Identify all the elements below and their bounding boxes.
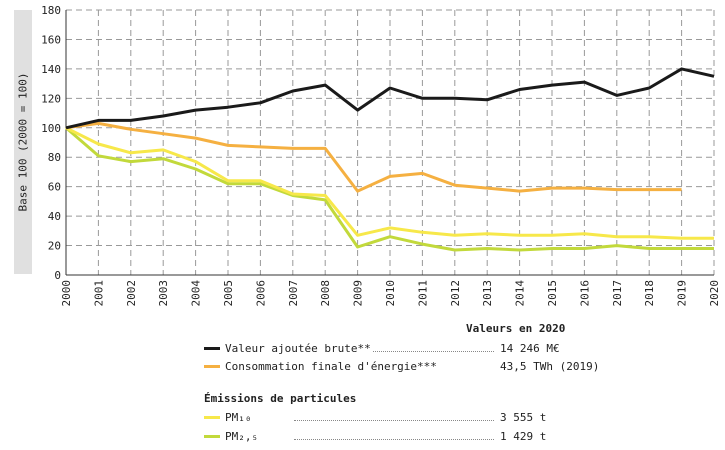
- legend-item-pm10: PM₁₀ 3 555 t: [204, 411, 584, 425]
- y-tick-label: 100: [41, 122, 61, 135]
- x-tick-label: 2004: [190, 280, 203, 307]
- y-tick-label: 180: [41, 4, 61, 17]
- legend-value: 3 555 t: [500, 411, 547, 424]
- legend-header: Valeurs en 2020: [466, 322, 566, 335]
- series-line: [65, 67, 715, 130]
- line-chart: 0 20 40 60 80 100 120 140 160 180 2000 2001 2002 2003…: [41, 4, 721, 307]
- y-tick-label: 80: [48, 151, 61, 164]
- x-tick-label: 2005: [222, 280, 235, 307]
- x-tick-label: 2011: [416, 280, 429, 307]
- y-tick-label: 120: [41, 92, 61, 105]
- legend-swatch: [204, 347, 220, 350]
- x-tick-label: 2012: [449, 280, 462, 307]
- x-tick-label: 2001: [92, 280, 105, 307]
- series-line: [65, 121, 682, 193]
- y-tick-label: 40: [48, 210, 61, 223]
- series-line: [65, 126, 714, 240]
- y-axis-label: Base 100 (2000 = 100): [16, 72, 30, 212]
- x-tick-label: 2020: [708, 280, 721, 307]
- legend-dots: [294, 351, 494, 352]
- legend-label: PM₂,₅: [225, 430, 261, 443]
- x-tick-label: 2002: [125, 280, 138, 307]
- legend-label: Valeur ajoutée brute**: [225, 342, 373, 355]
- legend-item-value-added: Valeur ajoutée brute** 14 246 M€: [204, 342, 584, 356]
- x-tick-label: 2003: [157, 280, 170, 307]
- y-tick-label: 20: [48, 240, 61, 253]
- x-tick-label: 2009: [352, 280, 365, 307]
- y-tick-label: 60: [48, 181, 61, 194]
- y-tick-label: 140: [41, 63, 61, 76]
- legend-value: 14 246 M€: [500, 342, 560, 355]
- legend-dots: [294, 439, 494, 440]
- series-line: [65, 126, 714, 252]
- legend-label: Consommation finale d'énergie***: [225, 360, 439, 373]
- y-axis-label-box: [14, 10, 32, 274]
- x-tick-label: 2018: [643, 280, 656, 307]
- legend-item-pm25: PM₂,₅ 1 429 t: [204, 430, 584, 444]
- legend-value: 43,5 TWh (2019): [500, 360, 600, 373]
- legend-value: 1 429 t: [500, 430, 547, 443]
- x-tick-label: 2013: [481, 280, 494, 307]
- x-tick-label: 2017: [611, 280, 624, 307]
- legend-dots: [294, 420, 494, 421]
- legend-group-title: Émissions de particules: [204, 392, 357, 405]
- x-tick-label: 2010: [384, 280, 397, 307]
- x-tick-label: 2008: [319, 280, 332, 307]
- y-tick-label: 160: [41, 33, 61, 46]
- x-tick-label: 2006: [254, 280, 267, 307]
- legend-swatch: [204, 365, 220, 368]
- x-tick-label: 2014: [514, 280, 527, 307]
- x-tick-label: 2016: [578, 280, 591, 307]
- legend-swatch: [204, 416, 220, 419]
- legend-label: PM₁₀: [225, 411, 254, 424]
- legend-item-energy: Consommation finale d'énergie*** 43,5 TW…: [204, 360, 599, 374]
- x-tick-label: 2007: [287, 280, 300, 307]
- x-tick-label: 2019: [676, 280, 689, 307]
- y-tick-label: 0: [54, 269, 61, 282]
- x-tick-label: 2015: [546, 280, 559, 307]
- x-tick-label: 2000: [60, 280, 73, 307]
- legend-swatch: [204, 435, 220, 438]
